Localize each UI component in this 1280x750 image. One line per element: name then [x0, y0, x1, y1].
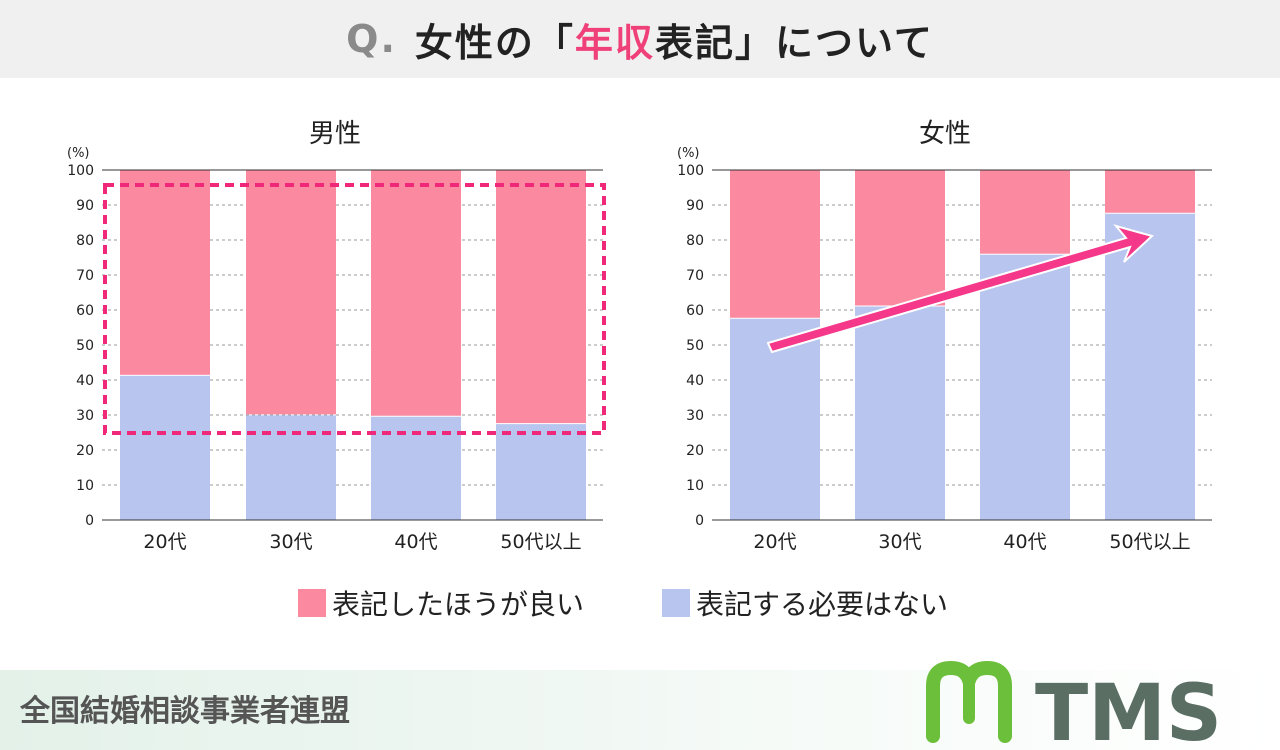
bar-unnecessary-30代 — [246, 415, 336, 520]
bar-better-20代 — [120, 170, 210, 375]
footer: 全国結婚相談事業者連盟 TMS — [0, 660, 1280, 750]
bar-better-40代 — [371, 170, 461, 416]
bar-better-30代 — [855, 170, 945, 306]
title-mid: 表記 — [654, 20, 735, 65]
y-tick-label: 70 — [76, 268, 94, 284]
y-tick-label: 30 — [76, 408, 94, 424]
legend-swatch — [298, 589, 326, 617]
y-tick-label: 40 — [686, 373, 704, 389]
svg-text:TMS: TMS — [1035, 669, 1222, 746]
x-tick-label: 20代 — [753, 531, 796, 553]
title-post: 」について — [734, 20, 934, 65]
y-tick-label: 60 — [76, 303, 94, 319]
y-tick-label: 100 — [67, 163, 94, 179]
legend-unnecessary: 表記する必要はない — [662, 583, 948, 623]
legend-better: 表記したほうが良い — [298, 583, 584, 623]
bar-unnecessary-20代 — [120, 375, 210, 520]
y-tick-label: 80 — [686, 233, 704, 249]
org-name: 全国結婚相談事業者連盟 — [20, 694, 350, 729]
question-title: Q. 女性の「 年収 表記 」について — [0, 0, 1280, 78]
chart-title: 女性 — [919, 119, 971, 149]
bar-better-40代 — [980, 170, 1070, 254]
bar-better-30代 — [246, 170, 336, 415]
y-tick-label: 30 — [686, 408, 704, 424]
y-tick-label: 20 — [686, 443, 704, 459]
bar-unnecessary-30代 — [855, 306, 945, 520]
x-tick-label: 20代 — [143, 531, 186, 553]
y-tick-label: 10 — [686, 478, 704, 494]
y-tick-label: 40 — [76, 373, 94, 389]
title-highlight: 年収 — [574, 20, 655, 65]
title-pre: 女性の「 — [414, 20, 575, 65]
bar-unnecessary-50代以上 — [496, 424, 586, 520]
y-tick-label: 10 — [76, 478, 94, 494]
y-tick-label: 0 — [85, 513, 94, 529]
x-tick-label: 50代以上 — [1109, 531, 1190, 553]
dashed-highlight-box — [103, 183, 606, 435]
y-tick-label: 60 — [686, 303, 704, 319]
legend-label: 表記したほうが良い — [332, 588, 585, 621]
x-tick-label: 30代 — [878, 531, 921, 553]
y-tick-label: 100 — [677, 163, 704, 179]
legend-label: 表記する必要はない — [696, 588, 949, 621]
x-tick-label: 50代以上 — [500, 531, 581, 553]
x-tick-label: 40代 — [394, 531, 437, 553]
bar-unnecessary-40代 — [980, 254, 1070, 520]
x-tick-label: 40代 — [1003, 531, 1046, 553]
y-unit-label: (%) — [67, 146, 90, 161]
y-tick-label: 50 — [76, 338, 94, 354]
bar-better-50代以上 — [1105, 170, 1195, 213]
q-label: Q. — [346, 17, 397, 61]
y-tick-label: 50 — [686, 338, 704, 354]
legend-swatch — [662, 589, 690, 617]
y-tick-label: 90 — [686, 198, 704, 214]
tms-logo: TMS — [926, 660, 1222, 746]
y-tick-label: 0 — [695, 513, 704, 529]
y-tick-label: 70 — [686, 268, 704, 284]
bar-unnecessary-50代以上 — [1105, 213, 1195, 520]
bar-unnecessary-20代 — [730, 318, 820, 520]
y-tick-label: 80 — [76, 233, 94, 249]
x-tick-label: 30代 — [269, 531, 312, 553]
chart-title: 男性 — [309, 119, 361, 149]
bar-better-50代以上 — [496, 170, 586, 424]
trend-arrow — [766, 224, 1154, 354]
y-tick-label: 90 — [76, 198, 94, 214]
y-tick-label: 20 — [76, 443, 94, 459]
bar-better-20代 — [730, 170, 820, 318]
y-unit-label: (%) — [677, 146, 700, 161]
